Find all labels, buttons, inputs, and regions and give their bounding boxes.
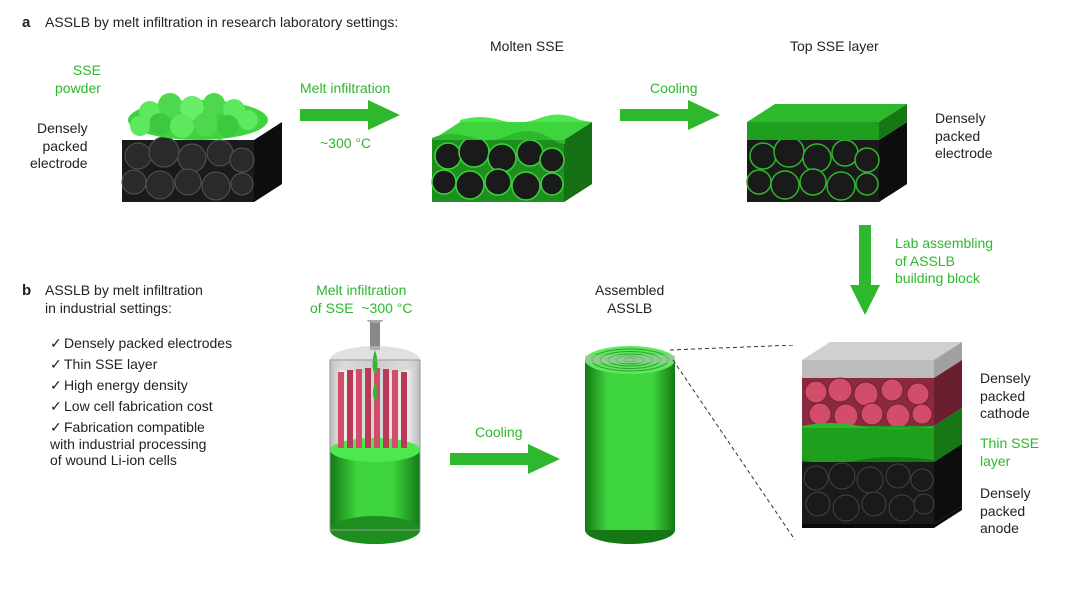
anode-label: Densely packed anode [980,485,1031,538]
sse-powder-label: SSE powder [55,62,101,97]
check-text-4: Fabrication compatible with industrial p… [50,419,206,468]
cylinder-melt [320,320,430,550]
melt-infiltration-b-label: Melt infiltration of SSE ~300 °C [310,282,413,317]
check-item-3: ✓Low cell fabrication cost [50,398,232,415]
electrode-label-left: Densely packed electrode [30,120,88,173]
cooling-label-a: Cooling [650,80,697,98]
checklist: ✓Densely packed electrodes ✓Thin SSE lay… [50,335,232,472]
assembled-asslb-label: Assembled ASSLB [595,282,664,317]
arrow-cooling-a [620,100,720,130]
melt-infiltration-label: Melt infiltration [300,80,390,98]
section-a-title: ASSLB by melt infiltration in research l… [45,14,398,32]
lab-assembling-label: Lab assembling of ASSLB building block [895,235,993,288]
section-b-title: ASSLB by melt infiltration in industrial… [45,282,203,317]
arrow-melt-infiltration [300,100,400,130]
section-b-letter: b [22,282,31,301]
cube-molten-sse [420,50,600,215]
check-text-0: Densely packed electrodes [64,335,232,351]
check-item-4: ✓Fabrication compatible with industrial … [50,419,232,468]
arrow-cooling-b [450,444,560,474]
electrode-label-right: Densely packed electrode [935,110,993,163]
check-text-3: Low cell fabrication cost [64,398,213,414]
check-item-0: ✓Densely packed electrodes [50,335,232,352]
cathode-label: Densely packed cathode [980,370,1031,423]
arrow-lab-assembling [850,225,880,315]
thin-sse-label: Thin SSE layer [980,435,1039,470]
check-item-2: ✓High energy density [50,377,232,394]
temperature-label: ~300 °C [320,135,371,153]
cube-top-sse [735,50,915,215]
check-text-1: Thin SSE layer [64,356,157,372]
section-a-letter: a [22,14,30,33]
cube-asslb-block [790,330,970,550]
cooling-label-b: Cooling [475,424,522,442]
check-item-1: ✓Thin SSE layer [50,356,232,373]
cube-sse-powder [110,50,290,215]
check-text-2: High energy density [64,377,188,393]
detail-callout-lines [665,345,805,545]
